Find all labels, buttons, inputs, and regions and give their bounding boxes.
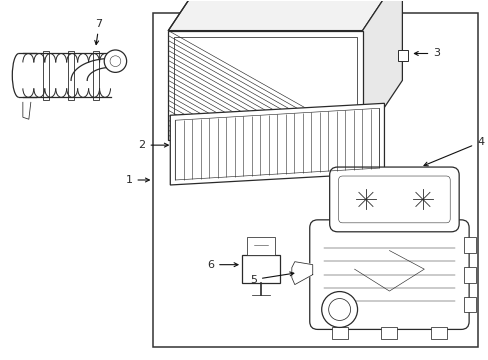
Bar [174, 37, 356, 134]
Bar [463, 237, 475, 253]
Circle shape [104, 50, 126, 72]
Bar [381, 328, 397, 339]
Bar [42, 50, 49, 100]
FancyBboxPatch shape [309, 220, 468, 329]
Bar [463, 297, 475, 312]
Bar [153, 13, 477, 347]
Text: 2: 2 [138, 140, 168, 150]
Text: 5: 5 [249, 272, 293, 285]
Text: 4: 4 [423, 137, 483, 166]
Bar [398, 50, 407, 62]
Text: 6: 6 [207, 260, 238, 270]
Polygon shape [362, 0, 402, 140]
Text: 3: 3 [413, 49, 439, 58]
Circle shape [321, 292, 357, 328]
Polygon shape [170, 103, 384, 185]
Polygon shape [291, 262, 312, 285]
Bar [67, 50, 74, 100]
Bar [463, 267, 475, 283]
Text: 1: 1 [125, 175, 149, 185]
Bar [242, 255, 279, 283]
Polygon shape [168, 0, 402, 31]
Bar [331, 328, 347, 339]
FancyBboxPatch shape [329, 167, 458, 232]
Text: 7: 7 [95, 19, 102, 45]
Bar [246, 237, 274, 255]
Bar [430, 328, 447, 339]
Bar [168, 31, 362, 140]
Circle shape [328, 298, 350, 320]
Circle shape [110, 56, 121, 67]
Bar [92, 50, 99, 100]
